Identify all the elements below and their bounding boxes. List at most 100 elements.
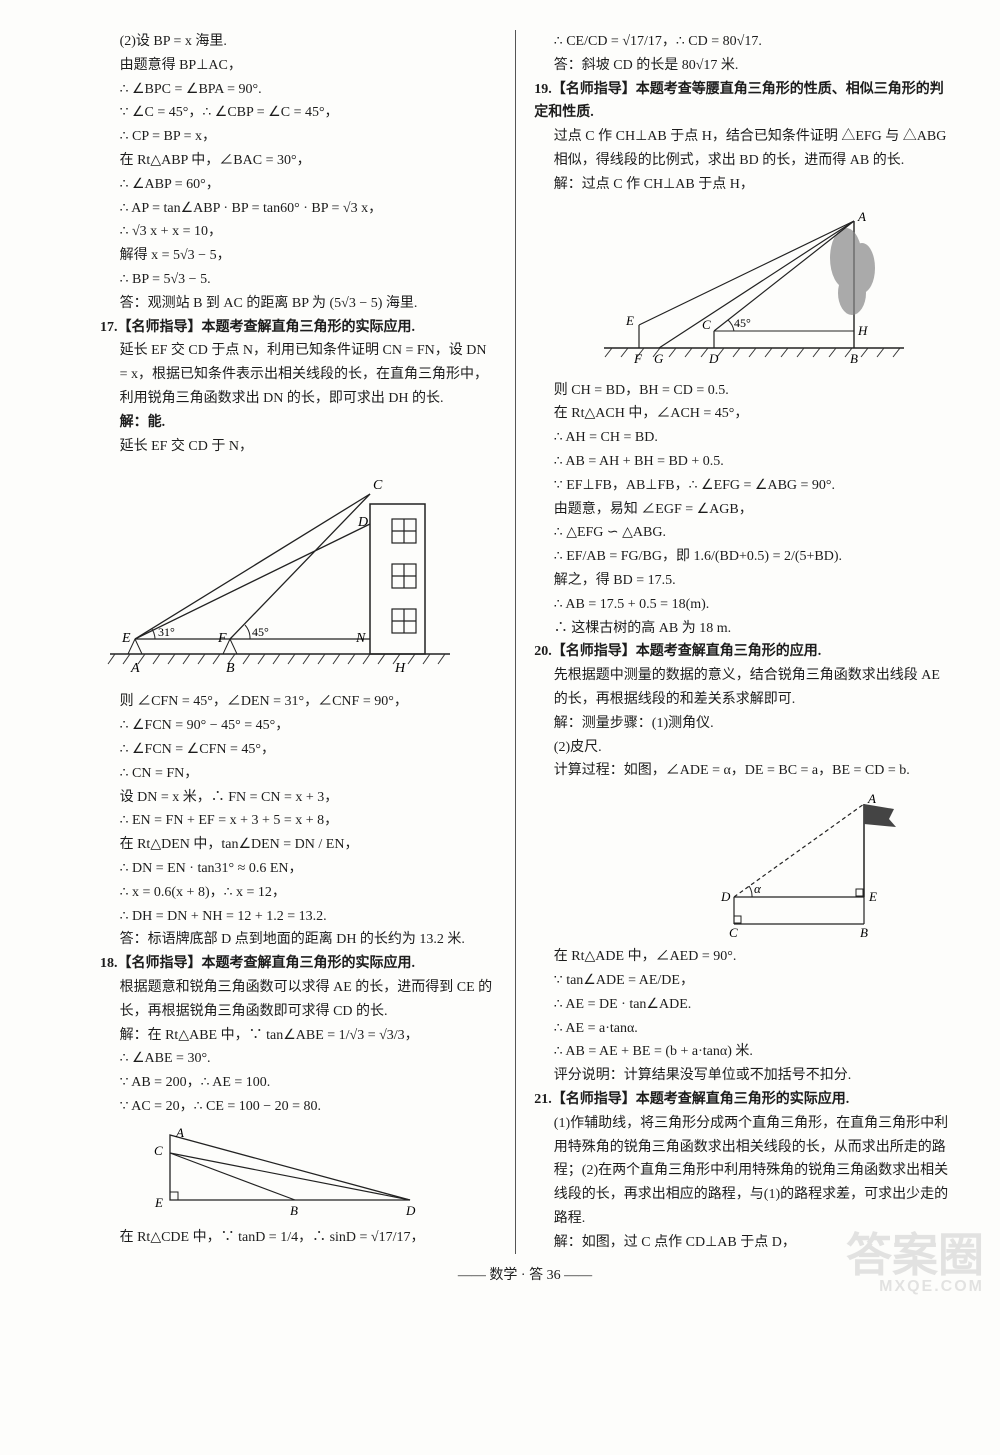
svg-text:A: A [867, 791, 876, 806]
text-line: ∴ x = 0.6(x + 8)，∴ x = 12， [100, 881, 497, 905]
text-line: ∵ tan∠ADE = AE/DE， [534, 969, 950, 993]
text-line: 设 DN = x 米，∴ FN = CN = x + 3， [100, 786, 497, 810]
text-line: ∴ AB = 17.5 + 0.5 = 18(m). [534, 593, 950, 617]
svg-text:45°: 45° [734, 316, 751, 330]
text-line: 答：观测站 B 到 AC 的距离 BP 为 (5√3 − 5) 海里. [100, 292, 497, 316]
text-line: 则 ∠CFN = 45°，∠DEN = 31°，∠CNF = 90°， [100, 690, 497, 714]
label-B: B [226, 661, 235, 676]
text-line: ∴ EF/AB = FG/BG，即 1.6/(BD+0.5) = 2/(5+BD… [534, 545, 950, 569]
heading-18: 18.【名师指导】本题考查解直角三角形的实际应用. [100, 956, 415, 971]
heading-20: 20.【名师指导】本题考查解直角三角形的应用. [534, 644, 821, 659]
label-F: F [217, 631, 227, 646]
text-line: 在 Rt△ACH 中，∠ACH = 45°， [534, 402, 950, 426]
problem-heading: 17.【名师指导】本题考查解直角三角形的实际应用. [100, 316, 497, 340]
text-line: 答：标语牌底部 D 点到地面的距离 DH 的长约为 13.2 米. [100, 928, 497, 952]
svg-text:D: D [720, 889, 731, 904]
text-line: ∴ 这棵古树的高 AB 为 18 m. [534, 617, 950, 641]
text-line: 在 Rt△ADE 中，∠AED = 90°. [534, 945, 950, 969]
text-line: ∴ EN = FN + EF = x + 3 + 5 = x + 8， [100, 809, 497, 833]
text-line: ∴ ∠FCN = ∠CFN = 45°， [100, 738, 497, 762]
text-line: (2)皮尺. [534, 736, 950, 760]
text-line: ∴ ∠ABP = 60°， [100, 173, 497, 197]
text-line: 解：测量步骤：(1)测角仪. [534, 712, 950, 736]
svg-text:α: α [754, 881, 762, 896]
text-line: ∴ BP = 5√3 − 5. [100, 268, 497, 292]
text-line: 由题意得 BP⊥AC， [100, 54, 497, 78]
label-A: A [130, 661, 140, 676]
text-line: 延长 EF 交 CD 于 N， [100, 435, 497, 459]
text-line: ∴ ∠FCN = 90° − 45° = 45°， [100, 714, 497, 738]
text-line: 解：在 Rt△ABE 中，∵ tan∠ABE = 1/√3 = √3/3， [100, 1024, 497, 1048]
label-31deg: 31° [158, 625, 175, 639]
text-line: 在 Rt△ABP 中，∠BAC = 30°， [100, 149, 497, 173]
text-line: ∴ ∠ABE = 30°. [100, 1047, 497, 1071]
text-line: ∴ △EFG ∽ △ABG. [534, 521, 950, 545]
text-line: 答：斜坡 CD 的长是 80√17 米. [534, 54, 950, 78]
text-line: ∴ DN = EN · tan31° ≈ 0.6 EN， [100, 857, 497, 881]
svg-text:C: C [702, 317, 711, 332]
label-N: N [355, 631, 366, 646]
svg-text:E: E [868, 889, 877, 904]
text-line: ∴ AB = AH + BH = BD + 0.5. [534, 450, 950, 474]
text-line: ∴ AB = AE + BE = (b + a·tanα) 米. [534, 1040, 950, 1064]
text-line: (2)设 BP = x 海里. [100, 30, 497, 54]
text-line: ∴ AE = DE · tan∠ADE. [534, 993, 950, 1017]
text-line: (1)作辅助线，将三角形分成两个直角三角形，在直角三角形中利用特殊角的锐角三角函… [534, 1112, 950, 1231]
text-line: 在 Rt△CDE 中，∵ tanD = 1/4，∴ sinD = √17/17， [100, 1226, 497, 1250]
page-footer: —— 数学 · 答 36 —— [100, 1264, 950, 1288]
svg-text:D: D [405, 1203, 416, 1218]
figure-20-flag: α D E C B A [534, 789, 950, 939]
text-line: 评分说明：计算结果没写单位或不加括号不扣分. [534, 1064, 950, 1088]
heading-17: 17.【名师指导】本题考查解直角三角形的实际应用. [100, 320, 415, 335]
text-line: ∴ AP = tan∠ABP · BP = tan60° · BP = √3 x… [100, 197, 497, 221]
label-C: C [373, 478, 383, 493]
text-line: 过点 C 作 CH⊥AB 于点 H，结合已知条件证明 △EFG 与 △ABG 相… [534, 125, 950, 173]
svg-text:A: A [175, 1125, 184, 1140]
text-line: 延长 EF 交 CD 于点 N，利用已知条件证明 CN = FN，设 DN = … [100, 339, 497, 410]
text-line: 解：如图，过 C 点作 CD⊥AB 于点 D， [534, 1231, 950, 1255]
problem-heading: 18.【名师指导】本题考查解直角三角形的实际应用. [100, 952, 497, 976]
text-line: ∴ ∠BPC = ∠BPA = 90°. [100, 78, 497, 102]
heading-21: 21.【名师指导】本题考查解直角三角形的实际应用. [534, 1092, 849, 1107]
left-column: (2)设 BP = x 海里. 由题意得 BP⊥AC， ∴ ∠BPC = ∠BP… [100, 30, 516, 1254]
svg-text:B: B [290, 1203, 298, 1218]
text-line: ∴ CP = BP = x， [100, 125, 497, 149]
problem-heading: 21.【名师指导】本题考查解直角三角形的实际应用. [534, 1088, 950, 1112]
text-line: ∴ AH = CH = BD. [534, 426, 950, 450]
text-line: 解之，得 BD = 17.5. [534, 569, 950, 593]
page: (2)设 BP = x 海里. 由题意得 BP⊥AC， ∴ ∠BPC = ∠BP… [0, 0, 1000, 1308]
text-line: 在 Rt△DEN 中，tan∠DEN = DN / EN， [100, 833, 497, 857]
svg-text:H: H [857, 323, 868, 338]
text-line: 先根据题中测量的数据的意义，结合锐角三角函数求出线段 AE 的长，再根据线段的和… [534, 664, 950, 712]
two-column-layout: (2)设 BP = x 海里. 由题意得 BP⊥AC， ∴ ∠BPC = ∠BP… [100, 30, 950, 1254]
svg-text:E: E [154, 1195, 163, 1210]
text-line: 解：过点 C 作 CH⊥AB 于点 H， [534, 173, 950, 197]
svg-text:F: F [633, 351, 643, 366]
text-line: 计算过程：如图，∠ADE = α，DE = BC = a，BE = CD = b… [534, 759, 950, 783]
text-line: ∴ CN = FN， [100, 762, 497, 786]
figure-17-building: E 31° F 45° N C D A B H [100, 464, 497, 684]
text-line: 由题意，易知 ∠EGF = ∠AGB， [534, 498, 950, 522]
text-line: 则 CH = BD，BH = CD = 0.5. [534, 379, 950, 403]
text-line: ∴ DH = DN + NH = 12 + 1.2 = 13.2. [100, 905, 497, 929]
problem-heading: 20.【名师指导】本题考查解直角三角形的应用. [534, 640, 950, 664]
svg-text:C: C [729, 925, 738, 939]
text-line: ∵ AB = 200，∴ AE = 100. [100, 1071, 497, 1095]
svg-text:D: D [708, 351, 719, 366]
figure-18-triangle: A C E B D [100, 1125, 497, 1220]
text-line: 解得 x = 5√3 − 5， [100, 244, 497, 268]
svg-text:C: C [154, 1143, 163, 1158]
label-D: D [357, 515, 368, 530]
svg-text:A: A [857, 209, 866, 224]
svg-text:B: B [860, 925, 868, 939]
heading-19: 19.【名师指导】本题考查等腰直角三角形的性质、相似三角形的判定和性质. [534, 82, 944, 121]
text-line: 解：能. [100, 411, 497, 435]
text-line: ∴ √3 x + x = 10， [100, 220, 497, 244]
svg-text:E: E [625, 313, 634, 328]
problem-heading: 19.【名师指导】本题考查等腰直角三角形的性质、相似三角形的判定和性质. [534, 78, 950, 126]
text-line: ∵ AC = 20，∴ CE = 100 − 20 = 80. [100, 1095, 497, 1119]
text-line: ∴ AE = a·tanα. [534, 1017, 950, 1041]
svg-text:G: G [654, 351, 664, 366]
right-column: ∴ CE/CD = √17/17，∴ CD = 80√17. 答：斜坡 CD 的… [534, 30, 950, 1254]
text-line: ∴ CE/CD = √17/17，∴ CD = 80√17. [534, 30, 950, 54]
